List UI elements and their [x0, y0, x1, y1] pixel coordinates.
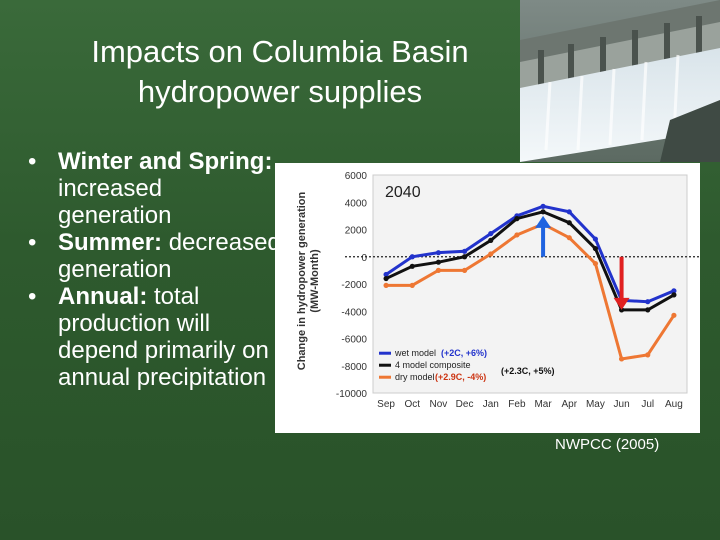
series-point	[383, 282, 389, 288]
series-point	[671, 288, 677, 294]
bullet-winter-spring: • Winter and Spring: increased generatio…	[22, 148, 282, 229]
bullet-bold: Winter and Spring:	[58, 148, 273, 175]
chart-title: 2040	[385, 184, 421, 201]
series-point	[435, 267, 442, 273]
series-point	[592, 236, 599, 242]
y-tick-label: -6000	[341, 335, 367, 346]
x-tick-label: Mar	[534, 399, 552, 410]
bullet-annual: • Annual: total production will depend p…	[22, 283, 282, 391]
series-point	[488, 237, 494, 243]
series-point	[618, 356, 625, 362]
title-line-2: hydropower supplies	[137, 74, 423, 109]
x-tick-label: Jul	[641, 399, 654, 410]
bullet-text: decreased generation	[58, 229, 281, 283]
y-tick-label: 0	[361, 253, 367, 264]
legend-label: dry model	[395, 372, 435, 382]
series-point	[671, 312, 677, 318]
series-point	[540, 209, 546, 215]
series-point	[645, 307, 651, 313]
series-point	[435, 259, 442, 265]
series-point	[514, 232, 520, 238]
series-point	[461, 248, 468, 254]
x-tick-label: Feb	[508, 399, 526, 410]
legend-label: wet model	[394, 348, 436, 358]
x-tick-label: Aug	[665, 399, 683, 410]
y-tick-label: -8000	[341, 362, 367, 373]
dam-photo	[520, 0, 720, 162]
series-point	[592, 260, 599, 267]
x-tick-label: Sep	[377, 399, 395, 410]
bullet-dot: •	[28, 229, 37, 256]
series-point	[514, 216, 520, 222]
x-tick-label: Apr	[561, 399, 577, 410]
y-axis-label: Change in hydropower generation(MW-Month…	[296, 191, 321, 370]
bullet-text: total production will depend primarily o…	[58, 283, 269, 391]
series-point	[592, 245, 599, 252]
legend-annotation: (+2C, +6%)	[441, 348, 487, 358]
bullet-list: • Winter and Spring: increased generatio…	[22, 148, 282, 391]
series-line	[386, 222, 676, 361]
arrow-head	[613, 297, 630, 310]
series-point	[566, 209, 572, 215]
series-point	[618, 307, 625, 313]
series-point	[383, 271, 389, 278]
series-point	[540, 203, 546, 209]
bullet-bold: Summer:	[58, 229, 163, 256]
plot-area: 6000 4000 2000 0 -2000 -4000 -6000 -8000 -10000 S…	[336, 171, 700, 410]
legend-label: 4 model composite	[395, 360, 471, 370]
y-tick-label: -2000	[341, 280, 367, 291]
series-point	[383, 275, 389, 282]
chart-panel: Change in hydropower generation(MW-Month…	[275, 163, 700, 433]
bullet-dot: •	[28, 148, 37, 175]
hydropower-chart: Change in hydropower generation(MW-Month…	[296, 171, 700, 410]
series-point	[435, 250, 442, 256]
citation: NWPCC (2005)	[555, 436, 660, 453]
series-point	[645, 299, 651, 305]
x-tick-label: Oct	[404, 399, 420, 410]
series-point	[461, 267, 468, 273]
legend-annotation: (+2.3C, +5%)	[501, 366, 555, 376]
y-tick-label: 6000	[345, 171, 368, 182]
series-point	[461, 254, 468, 260]
y-tick-label: 4000	[345, 198, 368, 209]
title-line-1: Impacts on Columbia Basin	[91, 34, 469, 69]
bullet-bold: Annual:	[58, 283, 148, 310]
y-tick-label: -4000	[341, 307, 367, 318]
y-tick-label: 2000	[345, 226, 368, 237]
series-point	[671, 292, 677, 298]
dam-spillway-image	[520, 0, 720, 162]
series-point	[488, 230, 494, 237]
bullet-text: increased generation	[58, 175, 172, 229]
x-tick-label: Nov	[430, 399, 448, 410]
y-tick-label: -10000	[336, 389, 368, 400]
arrow-head	[535, 215, 552, 228]
x-tick-label: Dec	[456, 399, 474, 410]
legend-annotation: (+2.9C, -4%)	[435, 372, 486, 382]
x-tick-label: Jun	[614, 399, 630, 410]
series-point	[488, 251, 494, 257]
series-point	[645, 352, 651, 358]
bullet-dot: •	[28, 283, 37, 310]
series-point	[566, 220, 572, 226]
series-point	[566, 235, 572, 241]
series-point	[409, 282, 415, 288]
x-tick-label: Jan	[483, 399, 499, 410]
series-point	[409, 263, 415, 269]
x-tick-label: May	[586, 399, 605, 410]
slide-title: Impacts on Columbia Basin hydropower sup…	[40, 32, 520, 112]
bullet-summer: • Summer: decreased generation	[22, 229, 282, 283]
series-point	[409, 254, 415, 260]
series-line	[385, 210, 675, 312]
